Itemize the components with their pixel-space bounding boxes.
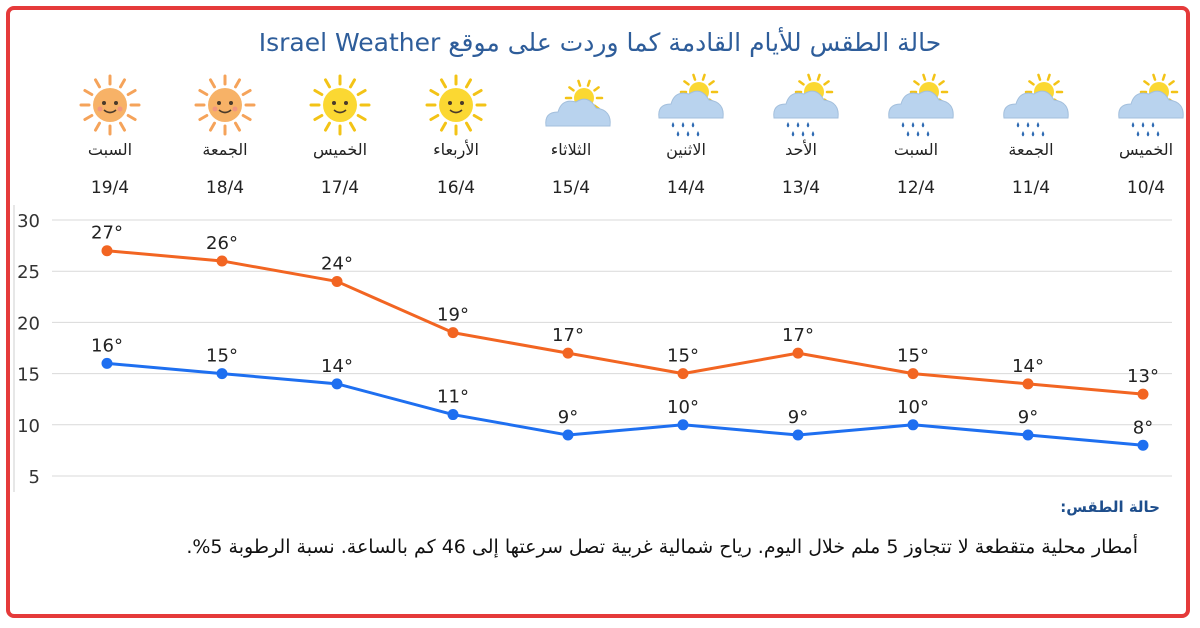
data-point xyxy=(447,409,459,421)
data-label: 16° xyxy=(91,335,123,356)
data-label: 9° xyxy=(1018,407,1038,428)
data-point xyxy=(1022,429,1034,441)
data-point xyxy=(447,327,459,339)
data-label: 8° xyxy=(1133,417,1153,438)
data-label: 15° xyxy=(897,346,929,367)
data-label: 27° xyxy=(91,223,123,244)
day-name: الخميس xyxy=(1118,140,1174,159)
day-date: 18/4 xyxy=(205,178,245,198)
data-point xyxy=(331,275,343,287)
data-label: 14° xyxy=(1012,356,1044,377)
data-point xyxy=(907,419,919,431)
data-label: 24° xyxy=(321,253,353,274)
rain-cloud-sun-icon xyxy=(1109,72,1184,138)
day-name: الخميس xyxy=(312,140,368,159)
rain-cloud-sun-icon xyxy=(649,72,724,138)
partly-cloudy-icon xyxy=(534,72,611,138)
day-name: الثلاثاء xyxy=(550,140,592,159)
day-name: الأربعاء xyxy=(433,140,479,159)
data-label: 17° xyxy=(552,325,584,346)
conditions-label: حالة الطقس: xyxy=(1060,498,1160,516)
day-date: 19/4 xyxy=(90,178,130,198)
day-date: 15/4 xyxy=(551,178,591,198)
data-point xyxy=(331,378,343,390)
data-point xyxy=(907,368,919,380)
day-name: الاثنين xyxy=(666,140,706,159)
series-line xyxy=(106,361,1144,447)
conditions-text: أمطار محلية متقطعة لا تتجاوز 5 ملم خلال … xyxy=(186,536,1138,558)
series-line xyxy=(106,249,1144,396)
day-date: 16/4 xyxy=(436,178,476,198)
sun-icon xyxy=(419,72,493,138)
day-date: 17/4 xyxy=(320,178,360,198)
data-label: 10° xyxy=(667,397,699,418)
day-date: 10/4 xyxy=(1126,178,1166,198)
data-point xyxy=(101,245,113,257)
day-date: 14/4 xyxy=(666,178,706,198)
data-label: 9° xyxy=(558,407,578,428)
data-point xyxy=(792,347,804,359)
data-label: 10° xyxy=(897,397,929,418)
y-tick-label: 15 xyxy=(17,365,40,386)
data-label: 26° xyxy=(206,233,238,254)
data-point xyxy=(562,347,574,359)
sun-icon xyxy=(73,72,147,138)
day-name: الأحد xyxy=(785,140,817,159)
data-label: 15° xyxy=(206,346,238,367)
rain-cloud-sun-icon xyxy=(764,72,839,138)
data-label: 17° xyxy=(782,325,814,346)
y-tick-label: 20 xyxy=(17,313,40,334)
y-tick-label: 10 xyxy=(17,416,40,437)
data-label: 19° xyxy=(437,305,469,326)
day-name: السبت xyxy=(87,140,133,159)
data-point xyxy=(101,357,113,369)
y-tick-label: 5 xyxy=(29,467,40,488)
data-label: 15° xyxy=(667,346,699,367)
data-point xyxy=(677,368,689,380)
day-name: الجمعة xyxy=(202,140,248,159)
rain-cloud-sun-icon xyxy=(879,72,954,138)
y-tick-label: 30 xyxy=(17,211,40,232)
data-point xyxy=(677,419,689,431)
day-name: السبت xyxy=(893,140,939,159)
day-name: الجمعة xyxy=(1008,140,1054,159)
day-date: 12/4 xyxy=(896,178,936,198)
sun-icon xyxy=(303,72,377,138)
data-label: 13° xyxy=(1127,366,1159,387)
day-date: 11/4 xyxy=(1011,178,1051,198)
data-point xyxy=(1022,378,1034,390)
sun-icon xyxy=(188,72,262,138)
rain-cloud-sun-icon xyxy=(994,72,1069,138)
data-point xyxy=(1137,388,1149,400)
page-title: حالة الطقس للأيام القادمة كما وردت على م… xyxy=(258,28,942,57)
data-point xyxy=(216,255,228,267)
data-point xyxy=(792,429,804,441)
data-point xyxy=(1137,439,1149,451)
data-label: 11° xyxy=(437,387,469,408)
data-point xyxy=(562,429,574,441)
day-date: 13/4 xyxy=(781,178,821,198)
data-label: 9° xyxy=(788,407,808,428)
data-label: 14° xyxy=(321,356,353,377)
y-tick-label: 25 xyxy=(17,262,40,283)
data-point xyxy=(216,368,228,380)
